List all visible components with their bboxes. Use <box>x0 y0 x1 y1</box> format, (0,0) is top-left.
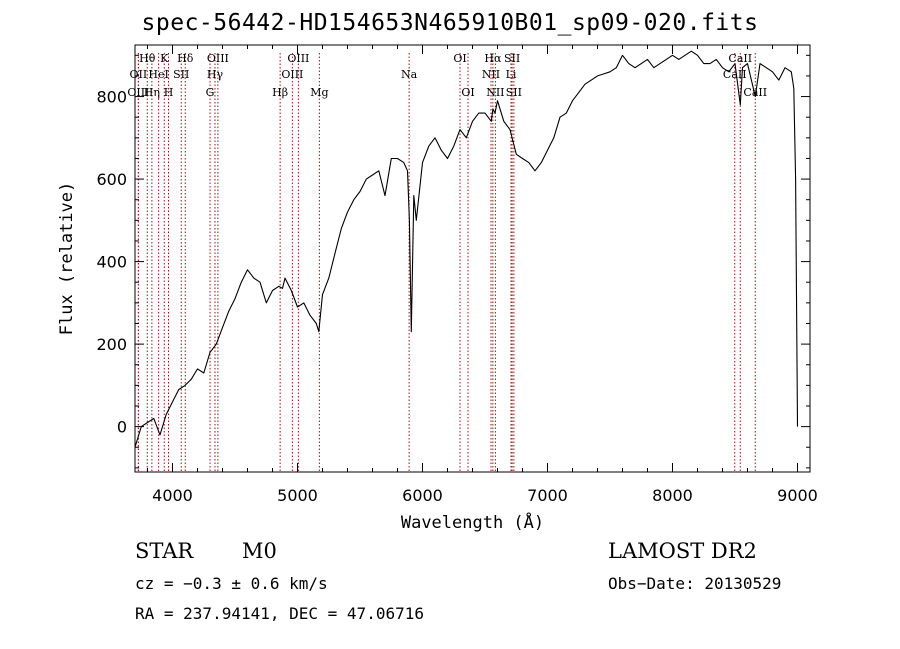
line-label: H <box>164 86 174 99</box>
line-label: Hγ <box>207 68 224 81</box>
y-tick-label: 0 <box>117 418 127 437</box>
line-label: K <box>160 52 169 65</box>
x-tick-label: 6000 <box>402 486 443 505</box>
y-axis-label: Flux (relative) <box>57 182 77 336</box>
object-subclass: M0 <box>242 539 277 563</box>
line-label: HeI <box>148 68 168 81</box>
line-label: OII <box>130 68 148 81</box>
line-label: OI <box>461 86 474 99</box>
spectrum-line <box>134 50 799 448</box>
x-tick-label: 8000 <box>652 486 693 505</box>
line-label: Hδ <box>177 52 194 65</box>
line-label: CaII <box>728 52 752 65</box>
line-label: SII <box>173 68 189 81</box>
x-tick-label: 9000 <box>777 486 818 505</box>
line-label: Li <box>506 68 517 81</box>
y-tick-label: 600 <box>96 170 127 189</box>
x-tick-label: 5000 <box>277 486 318 505</box>
coordinates: RA = 237.94141, DEC = 47.06716 <box>135 604 424 623</box>
y-tick-label: 200 <box>96 335 127 354</box>
x-tick-label: 4000 <box>152 486 193 505</box>
line-label: OIII <box>207 52 229 65</box>
line-label: NII <box>486 86 504 99</box>
x-axis-label: Wavelength (Å) <box>401 511 544 533</box>
line-label: OIII <box>281 68 303 81</box>
y-tick-label: 400 <box>96 253 127 272</box>
obs-date: Obs−Date: 20130529 <box>608 574 782 593</box>
line-label: Hα <box>484 52 502 65</box>
line-label: CaII <box>723 68 747 81</box>
line-label: Hβ <box>272 86 288 99</box>
y-tick-label: 800 <box>96 88 127 107</box>
plot-frame <box>134 44 811 473</box>
line-label: G <box>206 86 215 99</box>
survey-name: LAMOST DR2 <box>608 539 757 563</box>
line-label: SII <box>506 86 522 99</box>
line-label: OI <box>453 52 466 65</box>
line-label: CaII <box>743 86 767 99</box>
chart-title: spec-56442-HD154653N465910B01_sp09-020.f… <box>141 10 759 36</box>
object-class: STAR <box>135 539 194 563</box>
x-tick-label: 7000 <box>527 486 568 505</box>
line-label: Mg <box>310 86 328 99</box>
cz-value: cz = −0.3 ± 0.6 km/s <box>135 574 328 593</box>
line-label: NII <box>482 68 500 81</box>
line-label: OIII <box>287 52 309 65</box>
line-label: Hθ <box>139 52 156 65</box>
line-label: OIII <box>127 86 149 99</box>
line-label: Na <box>401 68 418 81</box>
line-label: SII <box>504 52 520 65</box>
line-label: Hη <box>144 86 160 99</box>
